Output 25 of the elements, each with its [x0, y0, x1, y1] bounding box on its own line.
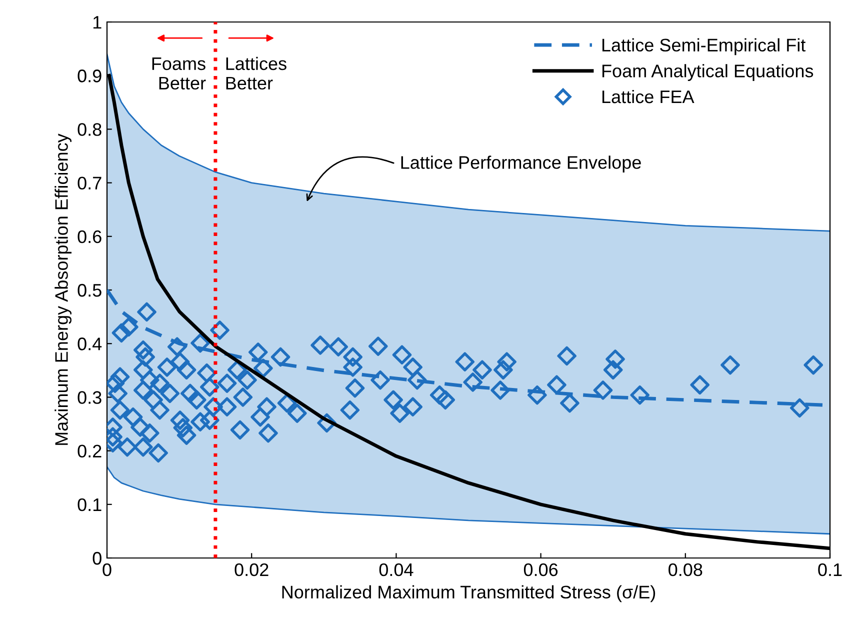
y-tick-label: 0.3: [78, 391, 102, 404]
annotation: Lattice Performance Envelope: [401, 156, 641, 172]
y-axis-title: Maximum Energy Absorption Efficiency: [54, 134, 72, 445]
x-tick-label: 0: [102, 563, 112, 576]
x-axis-title: Normalized Maximum Transmitted Stress (σ/E): [282, 585, 656, 602]
annotation: Foams Better: [152, 58, 206, 90]
y-tick-label: 0.7: [78, 176, 102, 190]
x-tick-label: 0.08: [668, 563, 702, 576]
y-tick-label: 0.8: [78, 123, 102, 136]
y-tick-label: 0: [92, 552, 102, 565]
y-tick-label: 1: [93, 16, 102, 29]
y-tick-label: 0.1: [78, 498, 102, 512]
x-tick-label: 0.04: [379, 563, 414, 576]
y-tick-label: 0.6: [78, 230, 102, 244]
y-tick-label: 0.4: [78, 338, 102, 350]
legend-label: Lattice Semi-Empirical Fit: [602, 38, 806, 56]
y-tick-label: 0.9: [78, 70, 102, 82]
x-tick-label: 0.1: [818, 563, 842, 576]
legend-label: Lattice FEA: [602, 90, 694, 104]
legend-label: Foam Analytical Equations: [602, 64, 814, 81]
annotation: Lattices Better: [226, 56, 286, 90]
x-tick-label: 0.02: [234, 563, 268, 576]
y-tick-label: 0.5: [78, 284, 102, 297]
x-tick-label: 0.06: [524, 563, 558, 576]
y-tick-label: 0.2: [78, 444, 102, 458]
